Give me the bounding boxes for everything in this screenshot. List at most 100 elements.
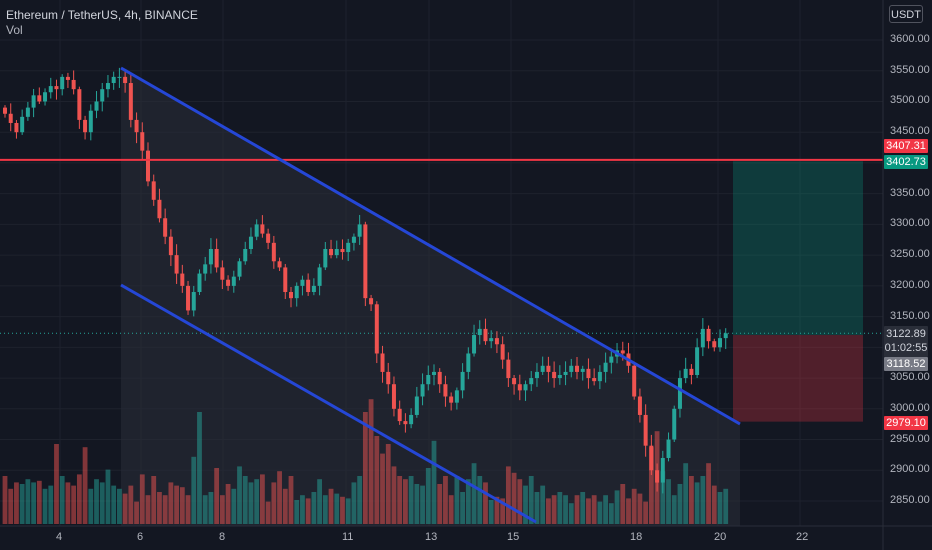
volume-bar [546,498,551,524]
candle-body [77,89,82,120]
candle-body [94,101,99,111]
volume-bar [368,399,374,524]
volume-bar [403,479,408,524]
candle-body [191,292,196,311]
candle-body [460,371,465,391]
volume-bar [202,495,208,524]
time-axis-label: 20 [714,531,727,543]
candle-body [397,408,402,422]
candle-body [546,365,551,372]
candle-body [695,347,700,375]
candle-body [168,236,173,256]
volume-bar [105,469,111,524]
volume-bar [683,463,689,524]
volume-bar [580,492,586,524]
candle-body [60,76,65,90]
candle-body [420,384,425,397]
price-axis-label: 3000.00 [890,401,930,414]
candle-body [31,95,36,108]
candle-body [466,353,471,372]
volume-bar [208,492,214,524]
currency-badge[interactable]: USDT [889,5,923,23]
candle-body [443,384,448,397]
volume-bar [528,476,534,524]
candle-body [477,328,482,336]
volume-bar [94,479,99,524]
volume-bar [517,479,523,524]
candle-body [683,368,688,379]
last-price-tag: 3122.89 01:02:55 [884,326,928,357]
volume-bar [597,501,603,524]
candle-body [37,95,42,102]
volume-bar [671,495,677,524]
volume-bar [334,493,340,524]
volume-bar [237,466,242,524]
candle-body [283,267,288,293]
volume-bar [694,482,700,524]
candle-body [266,233,271,243]
profit-zone [733,161,863,336]
candlesticks [3,67,728,494]
volume-indicator-label[interactable]: Vol [6,23,23,37]
candle-body [666,439,671,458]
candle-body [231,276,236,286]
candle-body [414,396,419,415]
candle-body [317,267,322,286]
volume-bar [557,492,563,524]
target-price-tag: 3402.73 [884,155,928,169]
candle-body [248,236,253,249]
time-axis-label: 4 [56,531,63,543]
candle-body [163,218,168,237]
volume-bar [88,488,94,524]
candle-body [569,365,574,372]
volume-bar [711,485,717,524]
volume-bar [374,436,380,524]
candle-body [14,122,19,133]
candle-body [180,273,185,286]
volume-bar [420,485,425,524]
volume-bar [59,476,65,524]
candle-body [357,224,362,237]
volume-bar [648,447,654,524]
volume-bar [494,496,500,524]
chart-legend: Ethereum / TetherUS, 4h, BINANCE Vol [6,8,198,38]
volume-bar [305,498,311,524]
volume-bar [340,496,345,524]
candle-body [506,359,511,379]
symbol-title[interactable]: Ethereum / TetherUS, 4h, BINANCE [6,8,198,22]
volume-bar [191,456,197,524]
volume-bar [666,479,671,524]
candle-body [437,371,442,385]
price-axis-label: 3050.00 [890,371,930,384]
candle-body [369,298,374,305]
candle-body [500,344,505,360]
volume-bar [620,484,626,524]
candle-body [660,457,665,483]
volume-bar [65,482,71,524]
volume-bar [54,444,59,524]
candle-body [220,267,225,280]
candle-body [483,328,488,342]
candle-body [146,150,150,182]
channel-shading [121,68,740,526]
volume-bar [614,490,620,524]
price-axis-label: 3300.00 [890,217,930,230]
volume-bar [465,479,471,524]
candle-body [351,236,356,243]
volume-bar [437,484,443,524]
volume-bar [99,482,105,524]
volume-bar [197,412,202,524]
volume-bar [540,485,546,524]
volume-bar [71,485,77,524]
candle-body [289,292,293,299]
volume-bar [242,476,248,524]
time-axis-label: 11 [342,531,354,543]
volume-bar [500,498,506,524]
volume-bar [414,484,420,524]
volume-bar [425,468,431,524]
volume-bar [19,484,25,524]
candle-body [140,132,145,151]
time-axis-label: 22 [796,531,809,543]
candle-body [649,445,654,471]
